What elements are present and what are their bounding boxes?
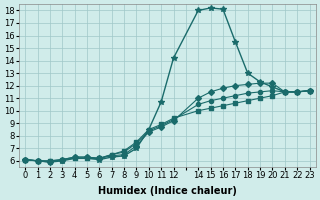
X-axis label: Humidex (Indice chaleur): Humidex (Indice chaleur) [98,186,237,196]
